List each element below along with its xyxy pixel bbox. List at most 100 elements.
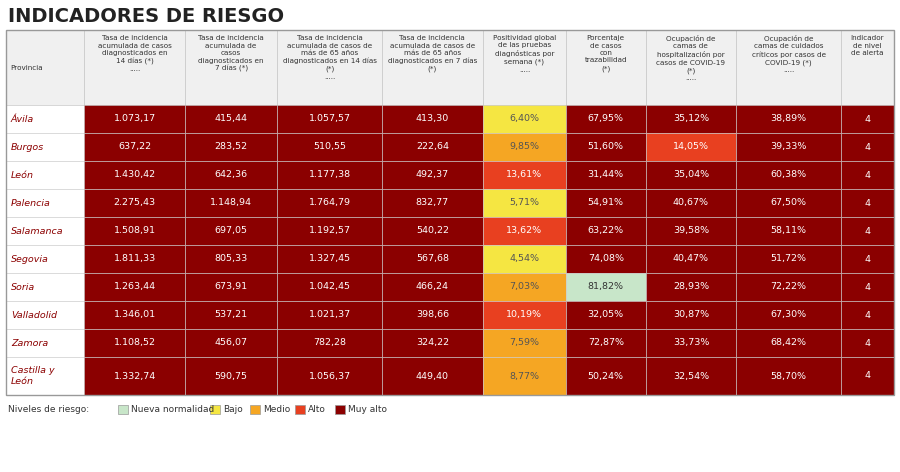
Text: Tasa de incidencia
acumulada de casos
diagnosticados en
14 días (*)
.....: Tasa de incidencia acumulada de casos di… — [98, 35, 172, 72]
Bar — [6, 30, 894, 395]
Text: Alto: Alto — [308, 405, 326, 414]
Text: 637,22: 637,22 — [118, 143, 151, 152]
Text: 1.811,33: 1.811,33 — [113, 254, 156, 263]
Bar — [645, 301, 736, 329]
Bar — [277, 273, 382, 301]
Text: 540,22: 540,22 — [416, 227, 449, 236]
Bar — [277, 217, 382, 245]
Bar — [85, 329, 185, 357]
Text: Burgos: Burgos — [11, 143, 44, 152]
Bar — [841, 329, 894, 357]
Text: Nueva normalidad: Nueva normalidad — [131, 405, 214, 414]
Bar — [118, 405, 128, 414]
Text: 50,24%: 50,24% — [588, 371, 624, 380]
Bar — [736, 329, 841, 357]
Bar — [6, 217, 85, 245]
Bar — [382, 273, 482, 301]
Text: 782,28: 782,28 — [313, 338, 346, 347]
Text: Positividad global
de las pruebas
diagnósticas por
semana (*)
.....: Positividad global de las pruebas diagnó… — [493, 35, 556, 73]
Text: 673,91: 673,91 — [214, 283, 248, 292]
Bar — [566, 189, 645, 217]
Text: 39,33%: 39,33% — [770, 143, 807, 152]
Text: Soria: Soria — [11, 283, 35, 292]
Text: 1.508,91: 1.508,91 — [113, 227, 156, 236]
Text: Palencia: Palencia — [11, 199, 51, 208]
Bar — [6, 161, 85, 189]
Bar — [185, 273, 277, 301]
Bar — [210, 405, 220, 414]
Bar — [566, 301, 645, 329]
Bar — [566, 133, 645, 161]
Bar — [736, 133, 841, 161]
Text: 6,40%: 6,40% — [509, 115, 539, 124]
Bar — [841, 273, 894, 301]
Text: 9,85%: 9,85% — [509, 143, 539, 152]
Bar — [335, 405, 345, 414]
Text: 4: 4 — [865, 227, 870, 236]
Text: 72,22%: 72,22% — [770, 283, 806, 292]
Text: 28,93%: 28,93% — [673, 283, 709, 292]
Bar — [482, 161, 566, 189]
Text: 1.764,79: 1.764,79 — [309, 199, 350, 208]
Text: 1.327,45: 1.327,45 — [309, 254, 351, 263]
Bar — [645, 329, 736, 357]
Text: 4: 4 — [865, 283, 870, 292]
Text: 1.073,17: 1.073,17 — [113, 115, 156, 124]
Text: 74,08%: 74,08% — [588, 254, 624, 263]
Bar — [841, 133, 894, 161]
Bar — [566, 217, 645, 245]
Text: 54,91%: 54,91% — [588, 199, 624, 208]
Bar — [482, 301, 566, 329]
Bar — [482, 273, 566, 301]
Text: 4: 4 — [865, 338, 870, 347]
Text: Bajo: Bajo — [223, 405, 243, 414]
Bar — [482, 105, 566, 133]
Bar — [645, 105, 736, 133]
Bar — [85, 301, 185, 329]
Text: 4: 4 — [865, 254, 870, 263]
Bar — [736, 189, 841, 217]
Bar — [382, 161, 482, 189]
Text: Indicador
de nivel
de alerta: Indicador de nivel de alerta — [850, 35, 885, 56]
Text: León: León — [11, 170, 34, 179]
Text: 68,42%: 68,42% — [770, 338, 806, 347]
Text: 7,59%: 7,59% — [509, 338, 539, 347]
Bar — [185, 357, 277, 395]
Bar — [185, 189, 277, 217]
Bar — [841, 301, 894, 329]
Bar — [482, 245, 566, 273]
Bar — [482, 329, 566, 357]
Bar — [566, 105, 645, 133]
Text: Castilla y
León: Castilla y León — [11, 366, 55, 386]
Text: 35,12%: 35,12% — [673, 115, 709, 124]
Text: 51,72%: 51,72% — [770, 254, 806, 263]
Text: 58,11%: 58,11% — [770, 227, 806, 236]
Bar — [645, 30, 736, 105]
Bar — [6, 357, 85, 395]
Text: 63,22%: 63,22% — [588, 227, 624, 236]
Text: 1.056,37: 1.056,37 — [309, 371, 351, 380]
Text: 67,30%: 67,30% — [770, 311, 806, 320]
Bar — [736, 301, 841, 329]
Text: 40,47%: 40,47% — [673, 254, 709, 263]
Text: 39,58%: 39,58% — [673, 227, 709, 236]
Text: 805,33: 805,33 — [214, 254, 248, 263]
Bar — [6, 105, 85, 133]
Text: 32,54%: 32,54% — [673, 371, 709, 380]
Text: Muy alto: Muy alto — [347, 405, 387, 414]
Bar — [277, 105, 382, 133]
Bar — [185, 329, 277, 357]
Text: 567,68: 567,68 — [416, 254, 449, 263]
Text: Ocupación de
camas de cuidados
críticos por casos de
COVID-19 (*)
.....: Ocupación de camas de cuidados críticos … — [752, 35, 825, 73]
Bar — [277, 30, 382, 105]
Text: 40,67%: 40,67% — [673, 199, 709, 208]
Text: 415,44: 415,44 — [215, 115, 248, 124]
Text: 1.430,42: 1.430,42 — [113, 170, 156, 179]
Text: 222,64: 222,64 — [416, 143, 449, 152]
Text: 38,89%: 38,89% — [770, 115, 806, 124]
Text: 51,60%: 51,60% — [588, 143, 624, 152]
Bar — [841, 357, 894, 395]
Bar — [6, 189, 85, 217]
Bar — [382, 133, 482, 161]
Text: 4: 4 — [865, 371, 870, 380]
